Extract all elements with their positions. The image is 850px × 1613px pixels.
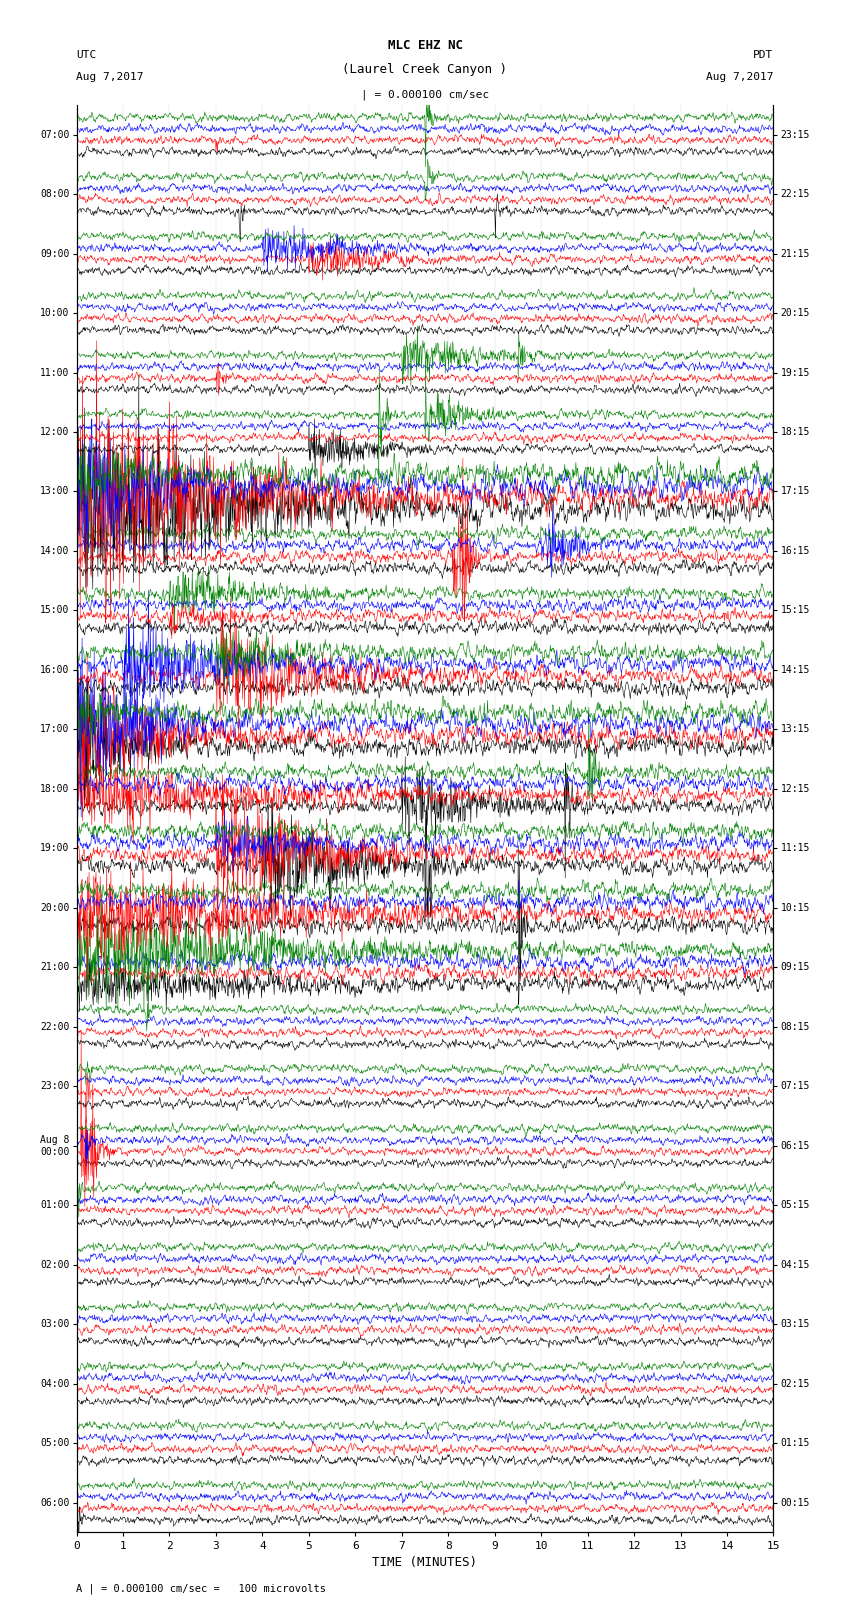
Text: MLC EHZ NC: MLC EHZ NC bbox=[388, 39, 462, 52]
Text: PDT: PDT bbox=[753, 50, 774, 60]
Text: UTC: UTC bbox=[76, 50, 97, 60]
Text: Aug 7,2017: Aug 7,2017 bbox=[706, 73, 774, 82]
X-axis label: TIME (MINUTES): TIME (MINUTES) bbox=[372, 1555, 478, 1568]
Text: A | = 0.000100 cm/sec =   100 microvolts: A | = 0.000100 cm/sec = 100 microvolts bbox=[76, 1582, 326, 1594]
Text: Aug 7,2017: Aug 7,2017 bbox=[76, 73, 144, 82]
Text: | = 0.000100 cm/sec: | = 0.000100 cm/sec bbox=[361, 89, 489, 100]
Text: (Laurel Creek Canyon ): (Laurel Creek Canyon ) bbox=[343, 63, 507, 76]
